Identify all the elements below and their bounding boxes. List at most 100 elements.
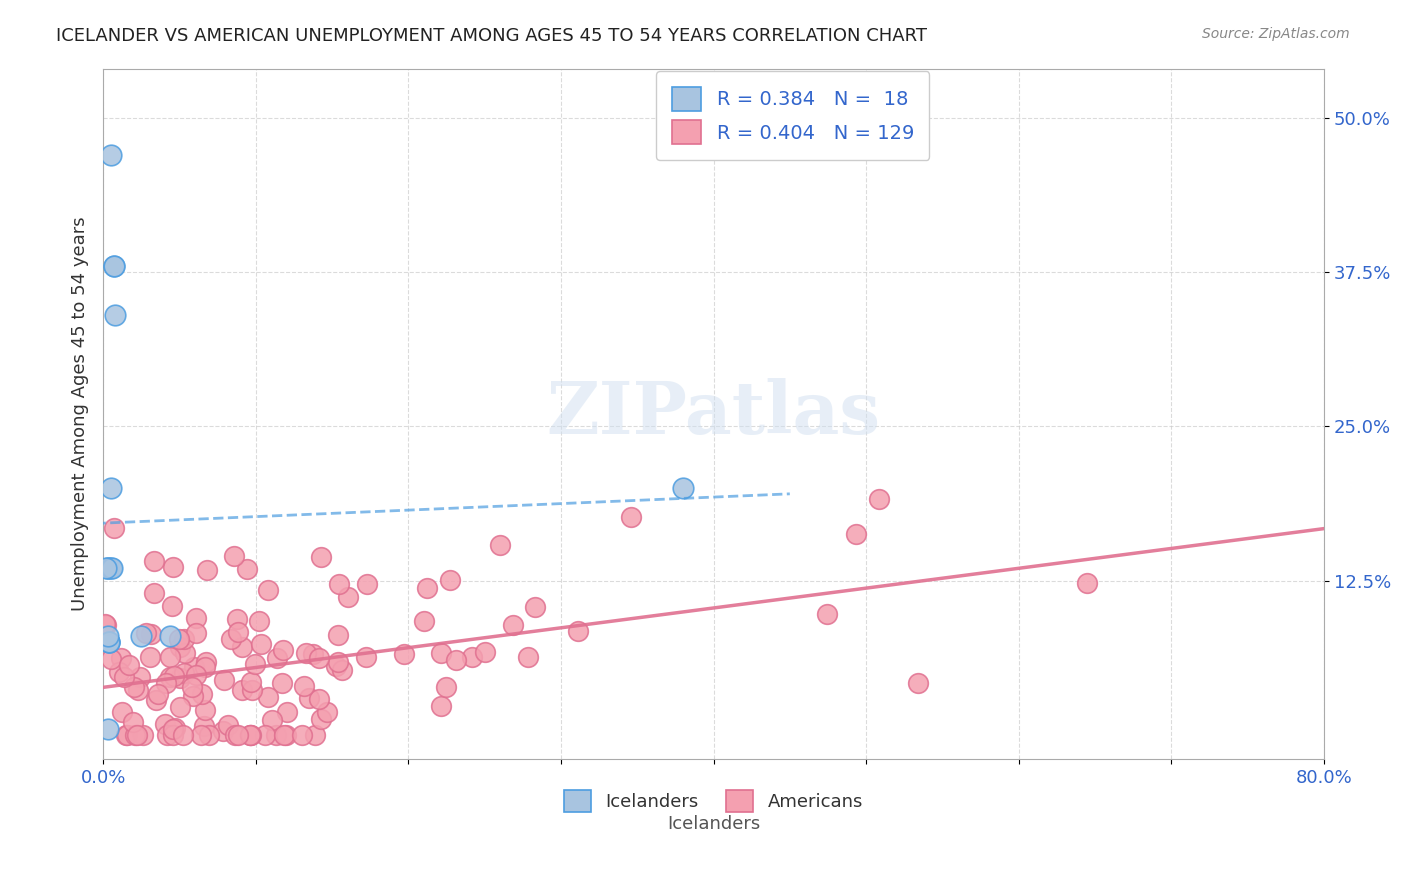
Point — [226, 612, 249, 626]
Point — [325, 659, 347, 673]
Point — [122, 680, 145, 694]
Point — [162, 728, 184, 742]
Point — [97, 629, 120, 643]
Point — [173, 666, 195, 681]
Point — [212, 724, 235, 739]
Point — [159, 629, 181, 643]
Point — [567, 624, 589, 639]
Point — [191, 688, 214, 702]
Point — [103, 521, 125, 535]
Point — [620, 509, 643, 524]
Point — [155, 676, 177, 690]
Point — [186, 626, 208, 640]
Point — [262, 713, 284, 727]
Point — [439, 573, 461, 587]
Point — [198, 728, 221, 742]
Point — [434, 680, 457, 694]
Point — [257, 690, 280, 704]
Point — [222, 549, 245, 563]
Point — [98, 635, 121, 649]
Point — [415, 581, 437, 595]
Point — [97, 722, 120, 736]
Point — [162, 560, 184, 574]
Point — [273, 728, 295, 742]
Point — [100, 561, 122, 575]
Point — [114, 728, 136, 742]
Point — [169, 700, 191, 714]
Point — [97, 561, 120, 575]
Point — [110, 705, 132, 719]
Point — [139, 649, 162, 664]
Point — [474, 645, 496, 659]
Point — [247, 614, 270, 628]
Point — [523, 599, 546, 614]
Point — [159, 649, 181, 664]
Point — [104, 308, 127, 322]
Point — [239, 728, 262, 742]
Point — [356, 649, 378, 664]
Point — [173, 632, 195, 646]
Point — [98, 635, 121, 649]
Point — [301, 647, 323, 661]
Point — [115, 728, 138, 742]
Point — [239, 728, 262, 742]
Point — [163, 721, 186, 735]
Point — [330, 663, 353, 677]
Text: ICELANDER VS AMERICAN UNEMPLOYMENT AMONG AGES 45 TO 54 YEARS CORRELATION CHART: ICELANDER VS AMERICAN UNEMPLOYMENT AMONG… — [56, 27, 927, 45]
Point — [311, 550, 333, 565]
Point — [194, 703, 217, 717]
Point — [118, 658, 141, 673]
Point — [239, 728, 262, 742]
Point — [264, 728, 287, 742]
Point — [356, 577, 378, 591]
Point — [460, 650, 482, 665]
Point — [337, 590, 360, 604]
Point — [412, 614, 434, 628]
Point — [143, 586, 166, 600]
Point — [93, 616, 115, 631]
Point — [139, 627, 162, 641]
Point — [517, 650, 540, 665]
Point — [100, 481, 122, 495]
Point — [97, 561, 120, 575]
Point — [194, 659, 217, 673]
Point — [845, 527, 868, 541]
Point — [100, 651, 122, 665]
Point — [219, 632, 242, 647]
Text: ZIPatlas: ZIPatlas — [547, 378, 880, 450]
Point — [135, 626, 157, 640]
Point — [907, 676, 929, 690]
Point — [190, 728, 212, 742]
Point — [815, 607, 838, 621]
Point — [156, 728, 179, 742]
Legend: R = 0.384   N =  18, R = 0.404   N = 129: R = 0.384 N = 18, R = 0.404 N = 129 — [657, 71, 929, 160]
Point — [226, 625, 249, 640]
Point — [274, 728, 297, 742]
Point — [226, 728, 249, 742]
Point — [162, 722, 184, 736]
Point — [142, 554, 165, 568]
Point — [304, 728, 326, 742]
Point — [195, 563, 218, 577]
Point — [127, 728, 149, 742]
Point — [488, 538, 510, 552]
Point — [308, 650, 330, 665]
Point — [167, 632, 190, 646]
Point — [236, 562, 259, 576]
Point — [96, 561, 118, 575]
Text: Source: ZipAtlas.com: Source: ZipAtlas.com — [1202, 27, 1350, 41]
Point — [271, 676, 294, 690]
Point — [328, 655, 350, 669]
Point — [94, 617, 117, 632]
Point — [101, 561, 124, 575]
Point — [195, 655, 218, 669]
Point — [129, 670, 152, 684]
Point — [276, 705, 298, 719]
Point — [145, 692, 167, 706]
Point — [131, 728, 153, 742]
Point — [181, 681, 204, 695]
Point — [290, 728, 312, 742]
Point — [326, 628, 349, 642]
Point — [231, 640, 253, 655]
Point — [266, 651, 288, 665]
